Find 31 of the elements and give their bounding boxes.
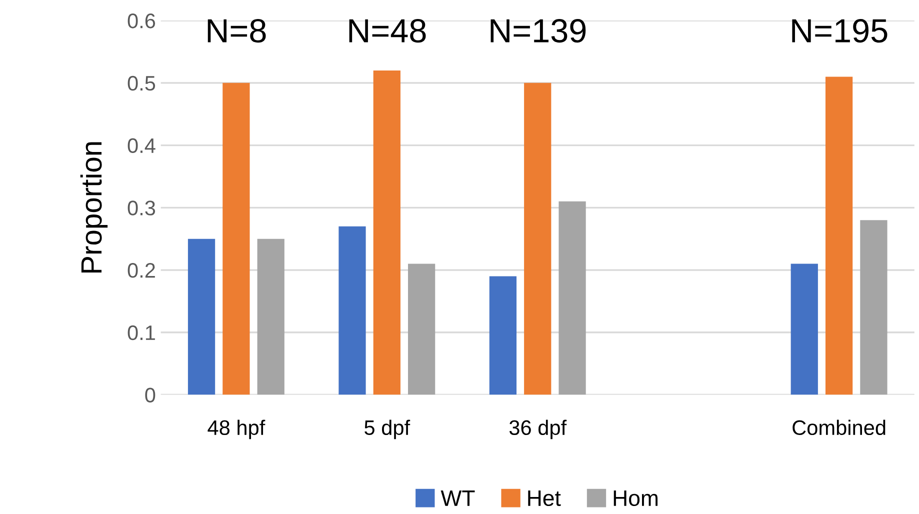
annotation: N=48 — [349, 19, 426, 43]
y-axis-title: Proportion — [80, 142, 108, 273]
bar — [558, 201, 586, 395]
bar — [257, 238, 284, 395]
y-tick-label: 0 — [145, 388, 156, 403]
legend-label: Het — [528, 490, 561, 506]
y-tick-label: 0.5 — [128, 76, 156, 91]
y-tick-label: 0.2 — [128, 263, 155, 278]
y-tick-label: 0.3 — [128, 200, 156, 216]
x-tick-label: 5 dpf — [364, 420, 410, 440]
x-tick-label: 48 hpf — [208, 420, 266, 440]
x-tick-label: Combined — [792, 420, 886, 436]
legend-label: Hom — [614, 490, 658, 506]
annotation: N=139 — [490, 19, 586, 43]
bar — [408, 264, 436, 395]
annotation: N=8 — [208, 19, 266, 43]
bar — [222, 82, 250, 395]
y-tick-label: 0.4 — [128, 138, 156, 154]
bar — [338, 226, 366, 395]
y-tick-label: 0.1 — [128, 325, 155, 340]
bar — [790, 264, 818, 395]
bar — [860, 220, 888, 395]
x-tick-label: 36 dpf — [509, 420, 567, 440]
bar — [373, 70, 400, 395]
legend-label: WT — [440, 490, 475, 506]
bar — [489, 276, 517, 395]
bar — [524, 82, 552, 395]
bar — [188, 238, 216, 395]
bar — [825, 76, 853, 395]
annotation: N=195 — [792, 19, 888, 43]
y-tick-label: 0.6 — [128, 14, 156, 28]
